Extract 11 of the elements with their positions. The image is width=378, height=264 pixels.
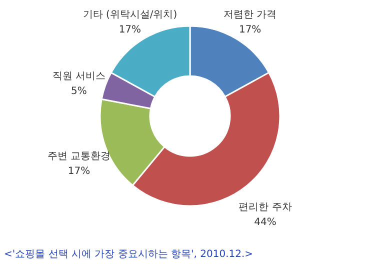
data-label: 17%: [118, 24, 142, 36]
data-label: 44%: [254, 216, 276, 228]
slice-label: 주변 교통환경: [47, 150, 111, 162]
slice-label: 편리한 주차: [238, 202, 292, 213]
text: <'쇼핑몰 선택 시에 가장 중요시하는 항목', 2010.12.>: [4, 249, 254, 260]
data-label: 17%: [68, 166, 90, 177]
data-label: 17%: [238, 24, 262, 36]
slice-label: 기타 (위탁시설/위치): [82, 9, 178, 20]
slice-label: 저렴한 가격: [223, 9, 277, 20]
data-label: 5%: [71, 86, 87, 98]
slice-label: 직원 서비스: [52, 71, 106, 82]
